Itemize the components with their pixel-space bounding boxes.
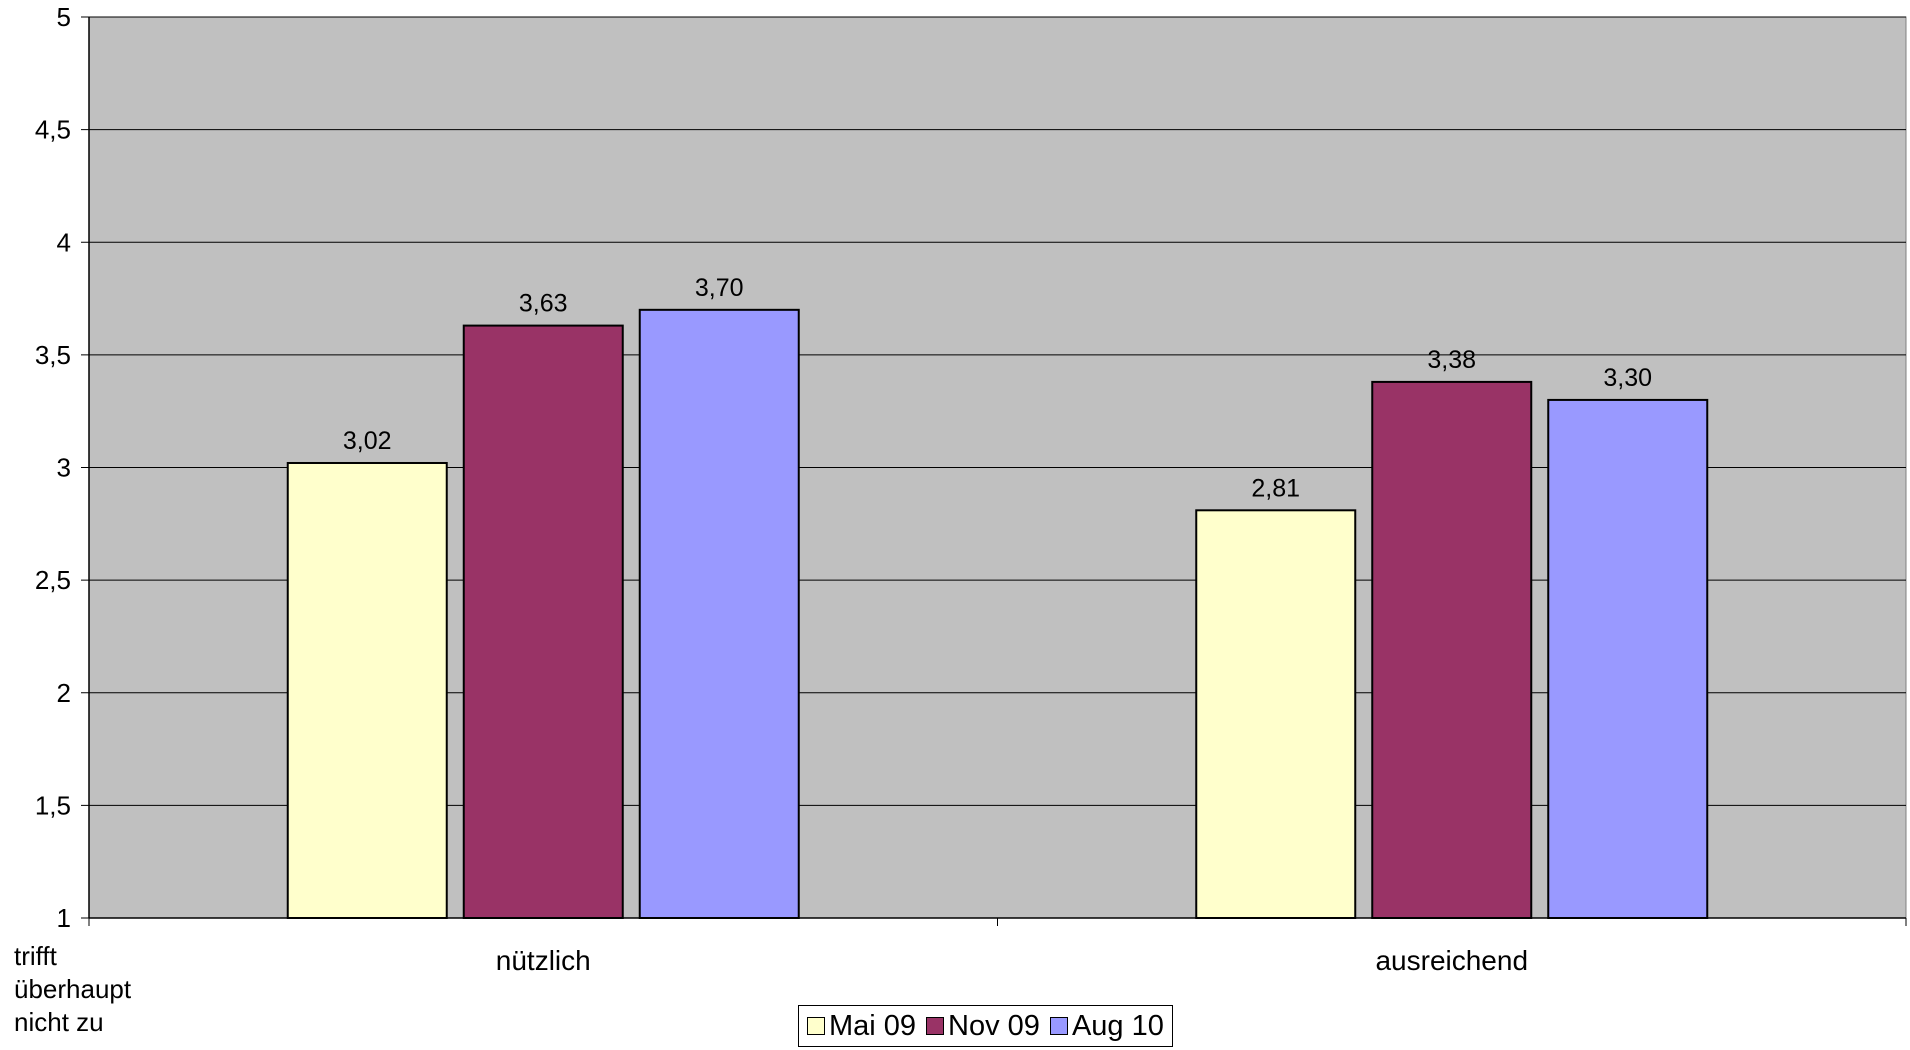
- y-tick-label: 3: [57, 453, 71, 483]
- legend-label-mai-09: Mai 09: [829, 1009, 917, 1042]
- y-tick-label: 2: [57, 678, 71, 708]
- legend-swatch-nov-09: [926, 1017, 945, 1035]
- data-label: 3,02: [343, 427, 392, 455]
- legend-item-nov-09: Nov 09: [926, 1010, 1040, 1043]
- legend-swatch-aug-10: [1049, 1017, 1068, 1035]
- bar: [1547, 398, 1709, 919]
- bar: [1371, 380, 1533, 919]
- legend-label-nov-09: Nov 09: [948, 1009, 1040, 1042]
- data-label: 3,30: [1603, 364, 1652, 392]
- y-tick-label: 1: [57, 903, 71, 933]
- data-label: 3,70: [695, 274, 744, 302]
- data-label: 3,38: [1427, 346, 1476, 374]
- bar: [462, 324, 624, 919]
- legend-item-mai-09: Mai 09: [807, 1010, 916, 1043]
- bar: [286, 461, 448, 919]
- y-tick-label: 2,5: [35, 565, 71, 595]
- data-label: 3,63: [519, 290, 568, 318]
- y-note-line-2: überhaupt: [14, 974, 132, 1004]
- y-tick-label: 5: [57, 2, 71, 32]
- y-tick-label: 4: [57, 227, 71, 257]
- legend: Mai 09 Nov 09 Aug 10: [798, 1005, 1173, 1047]
- bar: [1195, 509, 1357, 919]
- y-axis-bottom-note: trifft überhaupt nicht zu: [14, 940, 131, 1039]
- data-label: 2,81: [1251, 474, 1300, 502]
- y-tick-label: 4,5: [35, 115, 71, 145]
- legend-item-aug-10: Aug 10: [1049, 1009, 1164, 1043]
- y-note-line-3: nicht zu: [14, 1007, 104, 1037]
- bar-chart: 1 1,5 2 2,5 3 3,5 4 4,5 5 3,02 3,63 3,70 nützlich 2,8…: [35, 2, 1907, 976]
- legend-label-aug-10: Aug 10: [1071, 1009, 1164, 1042]
- y-note-line-1: trifft: [14, 941, 57, 971]
- legend-swatch-mai-09: [807, 1017, 825, 1035]
- bar: [638, 308, 800, 919]
- x-category-label: nützlich: [496, 945, 591, 976]
- y-tick-label: 3,5: [35, 340, 71, 370]
- x-category-label: ausreichend: [1375, 945, 1528, 976]
- y-tick-label: 1,5: [35, 790, 71, 820]
